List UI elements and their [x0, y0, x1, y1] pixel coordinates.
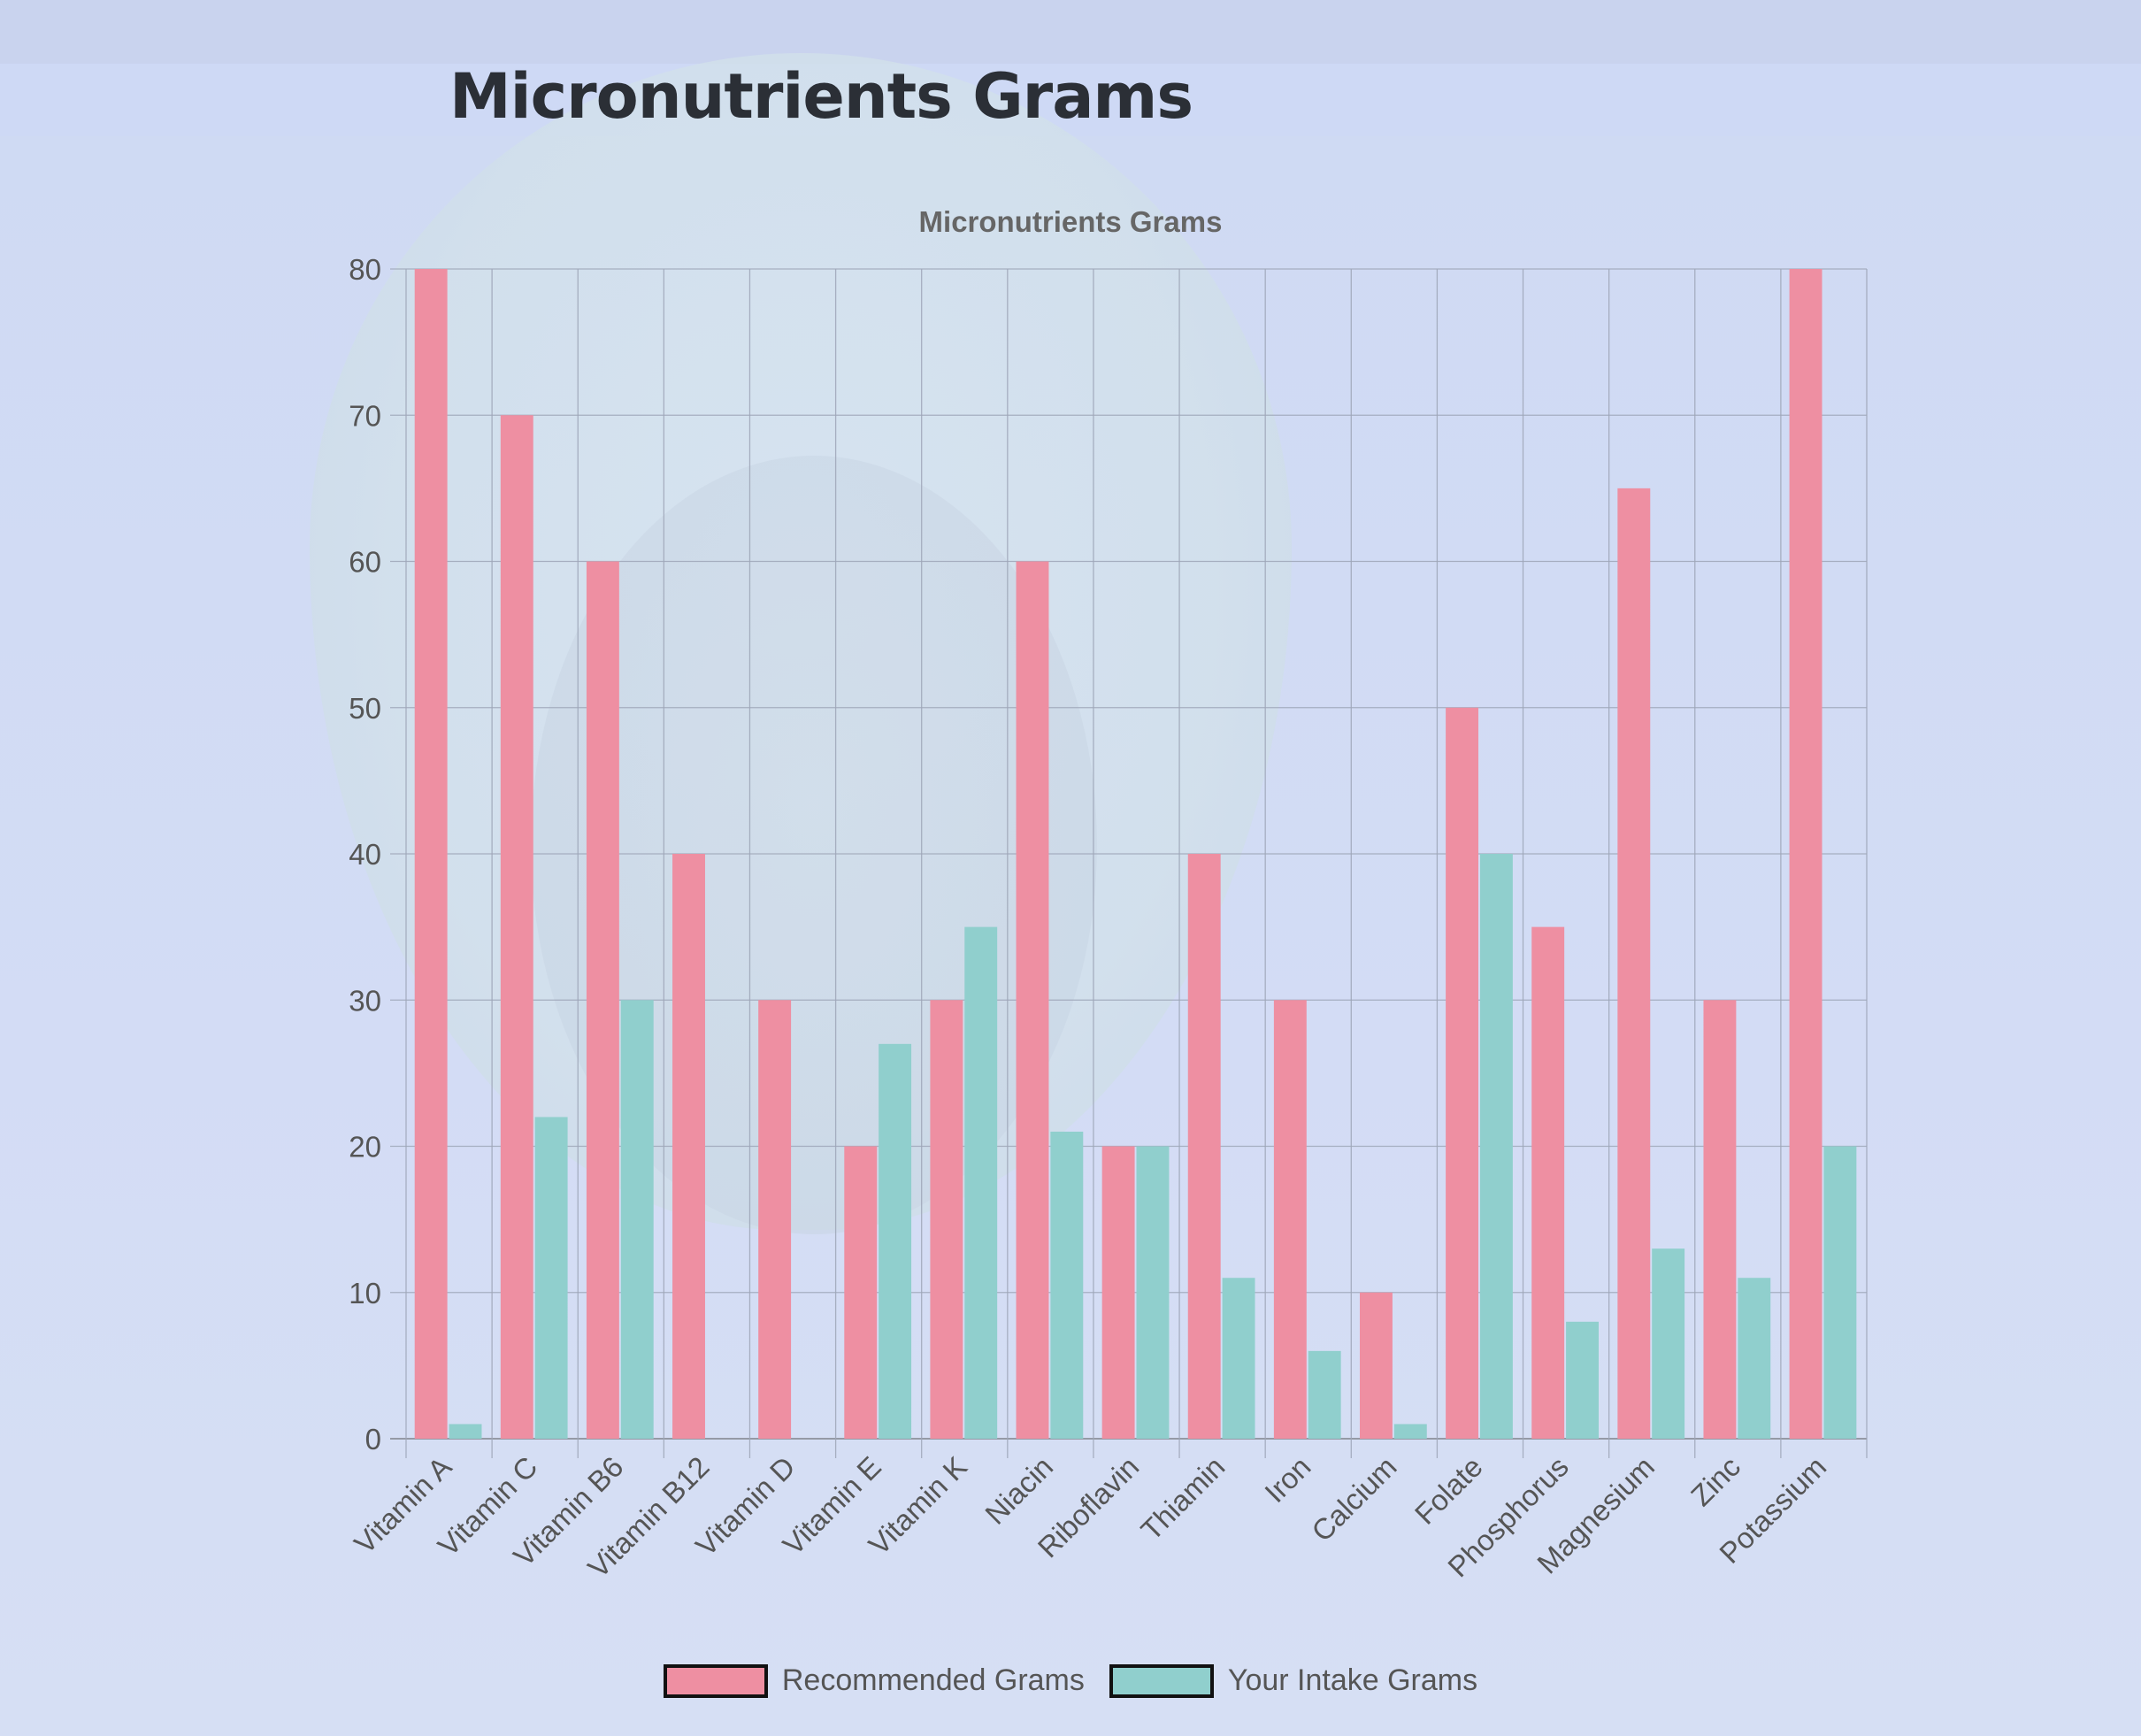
x-tick-label: Calcium: [1305, 1450, 1402, 1548]
bar-intake: [1738, 1278, 1771, 1439]
x-tick-label: Folate: [1408, 1450, 1489, 1531]
bar-recommended: [1273, 1000, 1307, 1439]
bar-intake: [1823, 1146, 1857, 1439]
bar-recommended: [1531, 926, 1565, 1439]
y-tick-label: 70: [349, 399, 381, 432]
bar-intake: [1566, 1321, 1599, 1439]
bar-intake: [620, 1000, 654, 1439]
bar-intake: [449, 1424, 482, 1439]
bar-recommended: [1617, 488, 1651, 1439]
bar-recommended: [500, 415, 533, 1439]
bar-recommended: [672, 854, 705, 1439]
x-tick-label: Thiamin: [1134, 1450, 1231, 1547]
bar-recommended: [930, 1000, 963, 1439]
bar-recommended: [1446, 707, 1479, 1439]
title-bar: [0, 64, 2141, 136]
bar-intake: [534, 1117, 568, 1439]
legend-label-recommended: Recommended Grams: [781, 1663, 1085, 1697]
legend-item-recommended[interactable]: Recommended Grams: [663, 1663, 1085, 1698]
bar-intake: [1652, 1248, 1685, 1439]
y-tick-label: 20: [349, 1131, 381, 1164]
y-tick-label: 50: [349, 692, 381, 725]
page-title: Micronutrients Grams: [449, 60, 1193, 133]
bar-intake: [1222, 1278, 1255, 1439]
bar-intake: [1308, 1350, 1341, 1439]
y-tick-label: 10: [349, 1277, 381, 1310]
legend-item-intake[interactable]: Your Intake Grams: [1109, 1663, 1477, 1698]
bar-recommended: [414, 269, 448, 1439]
legend-swatch-recommended: [663, 1663, 768, 1698]
bar-intake: [964, 926, 998, 1439]
bar-recommended: [1187, 854, 1221, 1439]
y-tick-label: 30: [349, 984, 381, 1017]
legend-swatch-intake: [1109, 1663, 1214, 1698]
y-tick-label: 60: [349, 546, 381, 579]
y-tick-label: 40: [349, 838, 381, 871]
top-strip: [0, 0, 2141, 64]
bar-intake: [1479, 854, 1513, 1439]
bar-recommended: [1703, 1000, 1737, 1439]
bar-recommended: [1101, 1146, 1135, 1439]
y-tick-label: 80: [349, 253, 381, 286]
chart-legend: Recommended Grams Your Intake Grams: [0, 1663, 2141, 1698]
y-tick-label: 0: [365, 1423, 381, 1456]
bar-recommended: [1360, 1292, 1393, 1439]
bar-recommended: [1789, 269, 1823, 1439]
legend-label-intake: Your Intake Grams: [1227, 1663, 1478, 1697]
bar-recommended: [844, 1146, 878, 1439]
x-tick-label: Iron: [1258, 1450, 1316, 1509]
chart-title: Micronutrients Grams: [918, 205, 1223, 238]
bar-recommended: [758, 1000, 792, 1439]
bar-intake: [1050, 1131, 1084, 1439]
bar-intake: [1393, 1424, 1427, 1439]
bar-intake: [1136, 1146, 1170, 1439]
bar-intake: [879, 1043, 912, 1439]
bar-recommended: [586, 561, 619, 1439]
bar-recommended: [1016, 561, 1049, 1439]
x-tick-label: Zinc: [1684, 1450, 1746, 1512]
x-tick-label: Niacin: [978, 1450, 1059, 1531]
